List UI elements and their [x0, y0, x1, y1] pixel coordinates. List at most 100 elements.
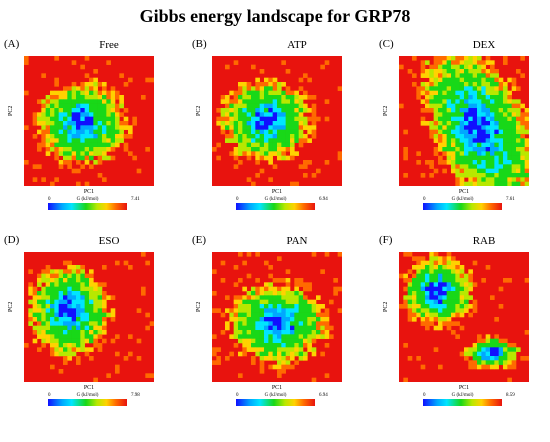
heatmap-cell — [481, 116, 486, 122]
heatmap-cell — [272, 138, 278, 143]
heatmap-cell — [425, 95, 430, 100]
heatmap-cell — [264, 334, 269, 339]
heatmap-cell — [246, 134, 252, 139]
heatmap-cell — [472, 151, 478, 156]
heatmap-cell — [494, 164, 499, 169]
heatmap-cell — [468, 295, 473, 300]
heatmap-cell — [425, 265, 430, 270]
heatmap-cell — [242, 308, 247, 313]
heatmap-cell — [255, 129, 260, 135]
heatmap-cell — [246, 142, 252, 148]
heatmap-cell — [255, 304, 260, 309]
heatmap-cell — [102, 103, 107, 109]
heatmap-cell — [76, 321, 81, 326]
heatmap-cell — [89, 338, 94, 344]
heatmap-cell — [464, 69, 469, 74]
heatmap-cell — [438, 90, 443, 96]
heatmap-cell — [303, 160, 308, 165]
heatmap-cell — [485, 151, 491, 156]
heatmap-cell — [84, 160, 90, 165]
heatmap-cell — [481, 164, 486, 169]
heatmap-svg — [399, 56, 529, 186]
heatmap-cell — [268, 125, 273, 130]
heatmap-cell — [477, 356, 482, 361]
heatmap-cell — [71, 155, 77, 161]
heatmap-cell — [294, 90, 299, 96]
heatmap-cell — [110, 147, 116, 152]
heatmap-cell — [507, 173, 512, 178]
heatmap-cell — [76, 286, 81, 292]
heatmap-cell — [459, 73, 465, 78]
heatmap-cell — [54, 125, 59, 130]
heatmap-cell — [494, 351, 499, 357]
heatmap-cell — [37, 282, 42, 287]
heatmap-cell — [442, 151, 447, 156]
heatmap-cell — [212, 291, 217, 296]
heatmap-cell — [225, 116, 230, 122]
heatmap-cell — [507, 142, 512, 148]
heatmap-cell — [115, 142, 120, 148]
heatmap-cell — [455, 273, 460, 279]
heatmap-cell — [485, 364, 491, 370]
heatmap-cell — [251, 142, 256, 148]
heatmap-cell — [503, 147, 508, 152]
heatmap-cell — [63, 304, 68, 309]
heatmap-cell — [481, 82, 486, 87]
heatmap-cell — [425, 299, 430, 305]
heatmap-cell — [464, 108, 469, 113]
heatmap-cell — [459, 103, 465, 109]
heatmap-cell — [268, 364, 273, 370]
heatmap-cell — [446, 273, 452, 279]
heatmap-cell — [67, 155, 72, 161]
heatmap-cell — [425, 82, 430, 87]
heatmap-cell — [307, 77, 312, 83]
heatmap-cell — [268, 291, 273, 296]
heatmap-cell — [507, 121, 512, 126]
heatmap-cell — [451, 282, 456, 287]
heatmap-cell — [511, 168, 517, 174]
heatmap-cell — [259, 317, 265, 322]
heatmap-cell — [429, 103, 434, 109]
heatmap-cell — [290, 356, 295, 361]
heatmap-cell — [50, 351, 55, 357]
heatmap-cell — [298, 334, 304, 339]
heatmap-cell — [84, 56, 90, 61]
heatmap-cell — [233, 343, 239, 348]
heatmap-cell — [429, 90, 434, 96]
heatmap-cell — [281, 125, 286, 130]
heatmap-cell — [451, 134, 456, 139]
heatmap-cell — [45, 151, 51, 156]
heatmap-cell — [433, 151, 439, 156]
heatmap-cell — [298, 338, 304, 344]
heatmap-cell — [307, 343, 312, 348]
heatmap-cell — [54, 343, 59, 348]
heatmap-cell — [132, 121, 137, 126]
heatmap-cell — [516, 181, 521, 186]
heatmap-plot — [399, 252, 529, 382]
heatmap-cell — [102, 317, 107, 322]
heatmap-cell — [290, 116, 295, 122]
heatmap-cell — [242, 125, 247, 130]
heatmap-cell — [324, 308, 330, 313]
heatmap-cell — [285, 116, 291, 122]
heatmap-cell — [264, 330, 269, 335]
heatmap-cell — [290, 90, 295, 96]
heatmap-cell — [264, 151, 269, 156]
heatmap-cell — [442, 312, 447, 318]
heatmap-cell — [477, 60, 482, 65]
heatmap-cell — [272, 304, 278, 309]
heatmap-cell — [307, 299, 312, 305]
heatmap-cell — [494, 134, 499, 139]
heatmap-cell — [251, 138, 256, 143]
heatmap-cell — [63, 299, 68, 305]
heatmap-cell — [259, 129, 265, 135]
heatmap-cell — [290, 103, 295, 109]
heatmap-cell — [472, 147, 478, 152]
heatmap-cell — [246, 82, 252, 87]
heatmap-cell — [97, 90, 103, 96]
heatmap-cell — [54, 282, 59, 287]
heatmap-cell — [220, 260, 226, 266]
heatmap-cell — [481, 125, 486, 130]
heatmap-cell — [45, 304, 51, 309]
heatmap-cell — [324, 330, 330, 335]
